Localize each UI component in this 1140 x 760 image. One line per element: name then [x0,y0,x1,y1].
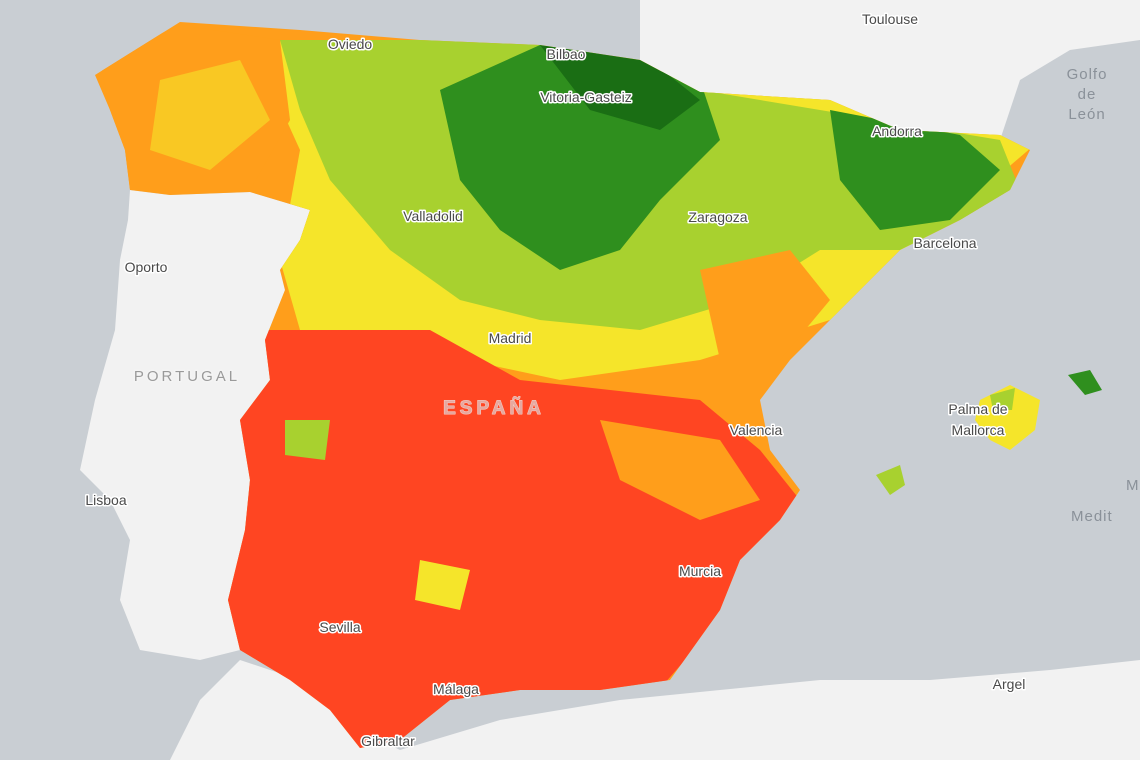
place-label: Bilbao [547,46,586,62]
sea-label: León [1068,106,1105,123]
sea-label: Golfo [1067,66,1108,83]
place-label: Málaga [433,681,479,697]
region-dark-green [540,45,700,130]
sea-label: M [1126,477,1140,494]
region-green-catalonia [830,110,1000,230]
place-label: Andorra [872,123,922,139]
region-green-south [285,420,330,460]
island-ibiza [876,465,905,495]
place-label: Sevilla [319,619,360,635]
region-yellow-south [415,560,470,610]
place-label: Oviedo [328,36,373,52]
place-label: Gibraltar [361,733,415,749]
land-france [640,0,1140,140]
place-label: Mallorca [952,422,1005,438]
land-africa [170,660,1140,760]
region-orange-southeast [600,420,760,520]
land-portugal [80,190,310,660]
place-label: Barcelona [913,235,976,251]
place-label: Argel [993,676,1026,692]
country-label: ESPAÑA [443,397,545,419]
region-galicia-yellow [150,60,270,170]
place-label: Vitoria-Gasteiz [540,89,632,105]
place-label: Zaragoza [688,209,747,225]
place-label: Toulouse [862,11,918,27]
place-label: Valladolid [403,208,463,224]
country-label: PORTUGAL [134,368,240,385]
place-label: Lisboa [85,492,126,508]
sea-label: Medit [1071,508,1113,525]
place-label: Murcia [679,563,721,579]
region-orange-east [700,250,830,360]
island-mallorca-green [990,388,1015,410]
place-label: Oporto [125,259,168,275]
place-label: Madrid [489,330,532,346]
place-label: Valencia [730,422,783,438]
place-label: Palma de [948,401,1007,417]
sea-label: de [1078,86,1097,103]
island-menorca [1068,370,1102,395]
